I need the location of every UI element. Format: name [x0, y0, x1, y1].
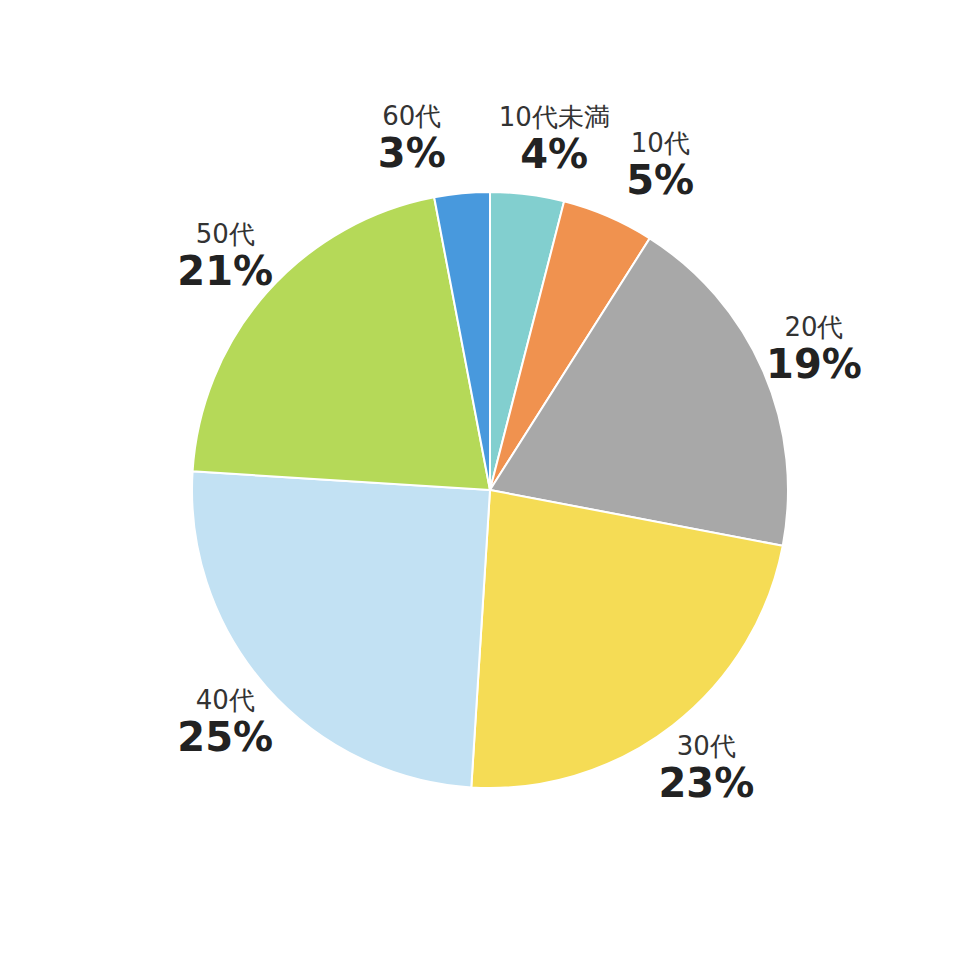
svg-text:40代: 40代	[196, 685, 255, 715]
svg-text:10代未満: 10代未満	[499, 102, 610, 132]
svg-text:20代: 20代	[784, 312, 843, 342]
svg-text:10代: 10代	[631, 128, 690, 158]
svg-text:5%: 5%	[626, 157, 694, 203]
svg-text:50代: 50代	[196, 219, 255, 249]
svg-text:3%: 3%	[378, 130, 446, 176]
svg-text:30代: 30代	[677, 731, 736, 761]
svg-text:4%: 4%	[520, 131, 588, 177]
svg-text:25%: 25%	[177, 714, 273, 760]
svg-text:23%: 23%	[658, 760, 754, 806]
svg-text:19%: 19%	[766, 341, 862, 387]
svg-text:60代: 60代	[382, 101, 441, 131]
svg-text:21%: 21%	[177, 248, 273, 294]
